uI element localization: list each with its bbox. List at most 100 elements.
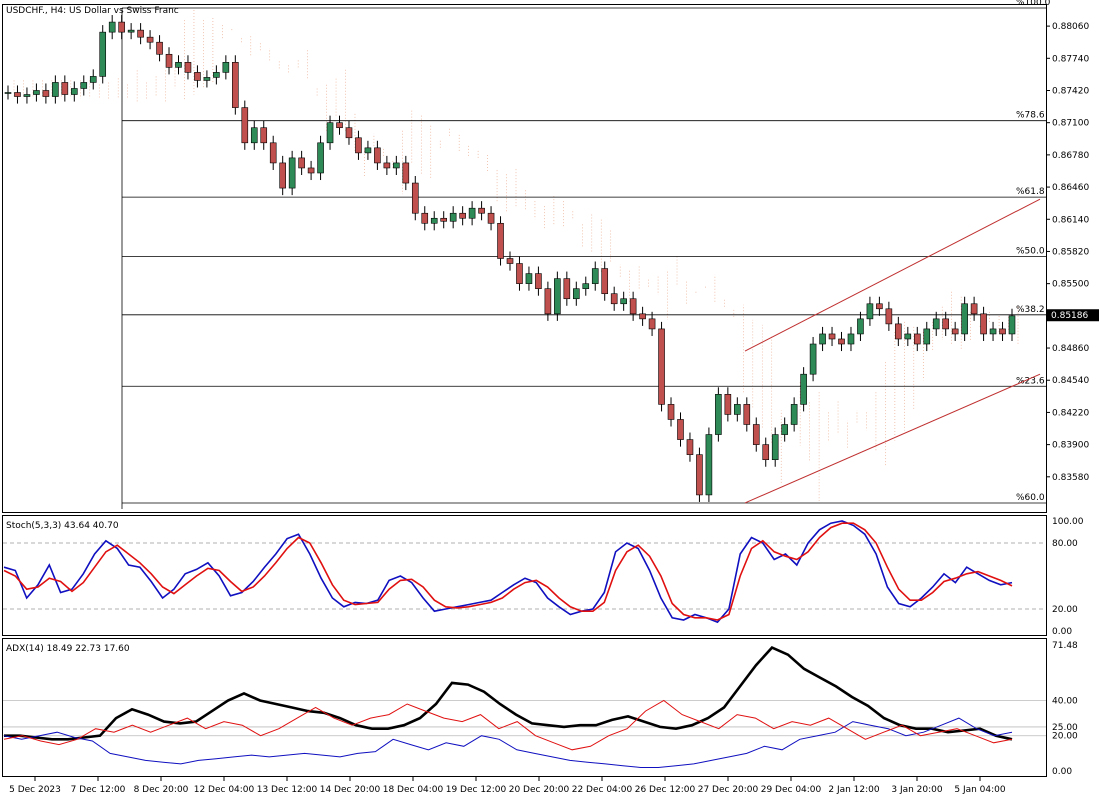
- candle-bull: [99, 31, 107, 77]
- candle-bear: [876, 303, 883, 310]
- candle-bear: [411, 182, 419, 214]
- fib-label: %38.2: [1016, 305, 1045, 315]
- candle-bull: [288, 157, 296, 189]
- candle-bear: [402, 162, 410, 184]
- candle-bull: [847, 333, 855, 345]
- price-pane[interactable]: [2, 4, 1047, 513]
- candle-bear: [686, 439, 694, 455]
- candle-bull: [222, 62, 230, 73]
- price-tick-label: 0.86780: [1052, 151, 1089, 161]
- candle-bear: [885, 308, 893, 325]
- candle-bear: [421, 212, 429, 224]
- candle-bear: [506, 258, 514, 264]
- candle-bull: [250, 127, 258, 144]
- stoch-series-k: [3, 520, 1013, 624]
- candle-bear: [487, 212, 495, 224]
- candle-bear: [374, 147, 381, 164]
- chart-title: USDCHF., H4: US Dollar vs Swiss Franc: [6, 6, 179, 16]
- fib-label: %61.8: [1016, 187, 1045, 197]
- price-tick-label: 0.86460: [1052, 183, 1089, 193]
- price-tick-label: 0.84860: [1052, 344, 1089, 354]
- stoch-tick-label: 80.00: [1052, 539, 1078, 549]
- candle-bear: [440, 217, 447, 222]
- time-label: 12 Dec 04:00: [194, 785, 255, 795]
- price-tick-label: 0.87420: [1052, 86, 1089, 96]
- candle-bear: [42, 90, 50, 97]
- candle-bull: [734, 404, 741, 415]
- candle-bear: [696, 454, 703, 496]
- current-price-tag: [1047, 309, 1099, 322]
- price-tick-label: 0.83900: [1052, 441, 1089, 451]
- time-label: 18 Dec 04:00: [383, 785, 444, 795]
- candle-bull: [430, 217, 438, 224]
- candle-bull: [449, 212, 457, 222]
- candle-bull: [203, 77, 211, 81]
- candle-bear: [232, 62, 239, 108]
- candle-bear: [516, 263, 523, 284]
- candle-bull: [800, 373, 807, 405]
- time-label: 27 Dec 20:00: [698, 785, 759, 795]
- price-tick-label: 0.87100: [1052, 119, 1089, 129]
- candle-bear: [355, 137, 362, 154]
- candle-bear: [838, 338, 845, 345]
- time-label: 2 Jan 12:00: [828, 785, 880, 795]
- candle-bull: [582, 283, 590, 289]
- candle-bear: [14, 92, 21, 97]
- candle-bull: [705, 434, 713, 496]
- candle-bull: [108, 21, 116, 33]
- time-label: 5 Jan 04:00: [954, 785, 1006, 795]
- time-label: 26 Dec 12:00: [635, 785, 696, 795]
- candle-bear: [156, 41, 163, 55]
- price-layer: %100.0 %78.6 %61.8 %50.0 %38.2 %23.6 %60.0: [4, 0, 1051, 509]
- fib-label: %50.0: [1016, 246, 1045, 256]
- fib-label: %23.6: [1016, 376, 1045, 386]
- candle-bull: [554, 278, 561, 315]
- stoch-tick-label: 0.00: [1052, 627, 1072, 637]
- candle-bear: [184, 62, 192, 73]
- candle-bear: [762, 444, 770, 461]
- candle-bear: [913, 333, 921, 345]
- candle-bear: [165, 53, 173, 68]
- time-label: 13 Dec 12:00: [257, 785, 318, 795]
- fib-label: %60.0: [1016, 493, 1045, 503]
- price-tick-label: 0.86140: [1052, 215, 1089, 225]
- candle-bull: [866, 303, 874, 320]
- channel-upper: [744, 198, 1041, 352]
- price-tick-label: 0.88060: [1052, 22, 1089, 32]
- candle-bear: [629, 298, 637, 315]
- candle-bull: [573, 288, 580, 300]
- candle-bull: [857, 318, 864, 335]
- fib-label: %78.6: [1016, 111, 1045, 121]
- time-label: 5 Dec 2023: [9, 785, 61, 795]
- stoch-layer: [3, 520, 1046, 624]
- candle-bull: [904, 333, 912, 340]
- candle-bear: [146, 36, 154, 43]
- candle-bull: [1008, 315, 1016, 335]
- candle-bear: [658, 328, 665, 405]
- candle-bear: [298, 157, 305, 169]
- stoch-pane[interactable]: [2, 515, 1047, 636]
- time-label: 8 Dec 20:00: [134, 785, 189, 795]
- fib-label: %100.0: [1016, 0, 1051, 8]
- time-label: 3 Jan 20:00: [891, 785, 943, 795]
- candle-bear: [194, 72, 201, 81]
- price-tick-label: 0.83580: [1052, 473, 1089, 483]
- price-tick-label: 0.87740: [1052, 54, 1089, 64]
- candle-bull: [364, 147, 372, 154]
- axis-layer: 0.88060 0.87740 0.87420 0.87100 0.86780 0.864…: [9, 22, 1099, 795]
- candle-bear: [601, 268, 609, 295]
- candle-bull: [213, 72, 220, 78]
- candle-bear: [677, 419, 684, 440]
- adx-pane[interactable]: [2, 638, 1047, 777]
- candle-bear: [999, 328, 1006, 335]
- candle-bull: [71, 88, 78, 95]
- candle-bull: [317, 142, 324, 174]
- candle-bear: [478, 207, 485, 214]
- price-tick-label: 0.84540: [1052, 376, 1089, 386]
- adx-tick-label: 20.00: [1052, 732, 1078, 742]
- candle-bull: [591, 268, 599, 284]
- candle-bear: [544, 288, 552, 315]
- candle-bull: [52, 82, 59, 97]
- candle-bull: [4, 92, 12, 94]
